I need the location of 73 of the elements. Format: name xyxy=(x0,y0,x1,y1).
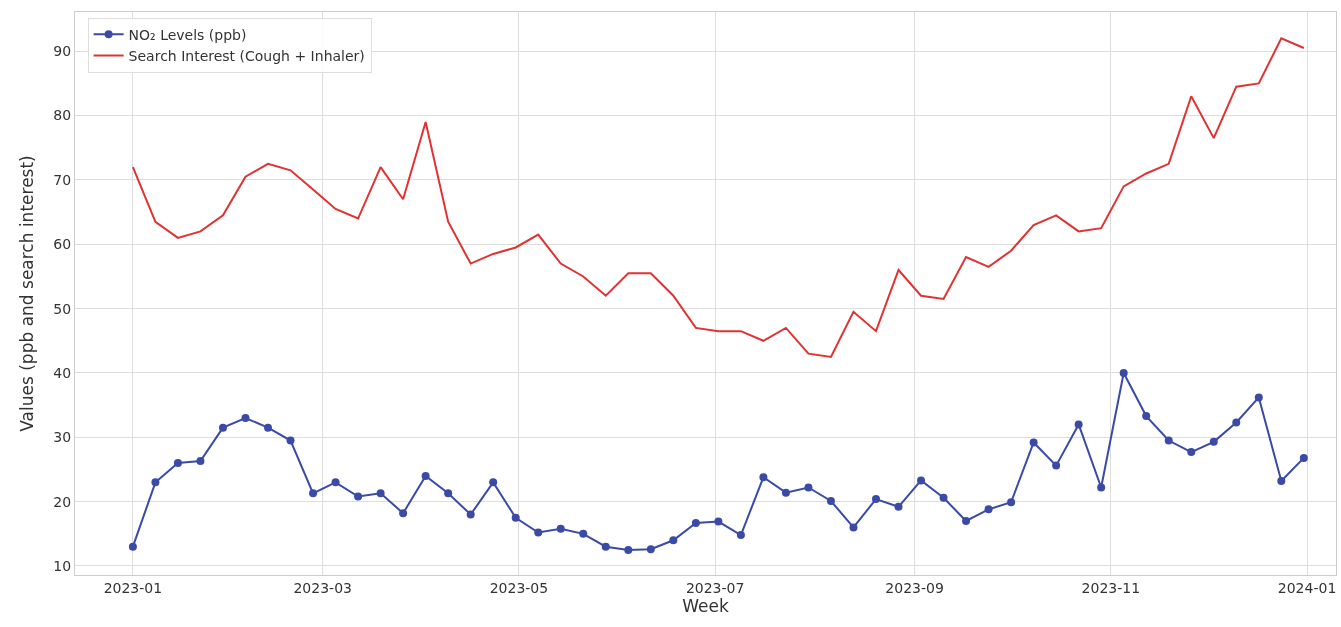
y-tick-label: 40 xyxy=(53,364,72,381)
point xyxy=(826,497,835,506)
y-tick-label: 30 xyxy=(53,429,72,446)
point xyxy=(871,495,880,504)
point xyxy=(736,531,745,540)
point xyxy=(1277,477,1286,486)
point xyxy=(781,488,790,497)
point xyxy=(399,509,408,518)
point xyxy=(196,457,205,466)
point xyxy=(1119,368,1128,377)
point xyxy=(376,489,385,498)
x-tick-label: 2023-03 xyxy=(293,579,352,596)
legend-label: Search Interest (Cough + Inhaler) xyxy=(128,47,365,64)
point xyxy=(917,476,926,485)
point xyxy=(489,478,498,487)
point xyxy=(151,478,160,487)
point xyxy=(894,502,903,511)
point xyxy=(1209,437,1218,446)
point xyxy=(646,545,655,554)
point xyxy=(939,493,948,502)
point xyxy=(241,414,250,422)
point xyxy=(128,542,137,551)
point xyxy=(669,536,678,545)
point xyxy=(1097,483,1106,492)
y-tick-label: 10 xyxy=(53,557,72,574)
x-tick-label: 2023-07 xyxy=(685,579,745,596)
point xyxy=(264,423,273,432)
x-axis-title: Week xyxy=(682,595,729,616)
point xyxy=(714,517,723,526)
point xyxy=(444,489,453,498)
point xyxy=(286,436,295,445)
point xyxy=(1164,436,1173,445)
point xyxy=(1142,412,1151,421)
point xyxy=(1052,461,1061,470)
point xyxy=(534,528,543,537)
legend-label: NO₂ Levels (ppb) xyxy=(128,26,247,43)
y-tick-label: 90 xyxy=(53,43,72,60)
point xyxy=(218,423,227,432)
point xyxy=(849,523,858,532)
x-tick-label: 2023-01 xyxy=(103,579,163,596)
point xyxy=(1254,393,1263,402)
x-tick-label: 2024-01 xyxy=(1277,579,1337,596)
point xyxy=(1029,438,1038,447)
point xyxy=(331,478,340,487)
y-tick-label: 20 xyxy=(53,493,72,510)
point xyxy=(691,518,700,527)
point xyxy=(1007,498,1016,507)
point xyxy=(984,505,993,514)
point xyxy=(511,513,520,522)
point xyxy=(601,542,610,551)
y-tick-label: 60 xyxy=(53,236,72,253)
y-tick-label: 50 xyxy=(53,300,72,317)
x-tick-label: 2023-05 xyxy=(489,579,549,596)
x-tick-label: 2023-09 xyxy=(885,579,944,596)
point xyxy=(804,483,813,492)
point xyxy=(354,492,363,501)
y-tick-label: 70 xyxy=(53,171,72,188)
point xyxy=(962,516,971,525)
point xyxy=(173,459,182,468)
point xyxy=(421,471,430,480)
point xyxy=(466,510,475,519)
point xyxy=(1299,453,1308,462)
point xyxy=(624,545,633,554)
x-tick-label: 2023-11 xyxy=(1081,579,1141,596)
point xyxy=(579,529,588,538)
point xyxy=(759,473,768,482)
point xyxy=(556,524,565,533)
point xyxy=(1232,418,1241,427)
point xyxy=(1187,448,1196,457)
point xyxy=(309,489,318,498)
y-axis-title: Values (ppb and search interest) xyxy=(16,155,37,432)
y-tick-label: 80 xyxy=(53,107,72,124)
point xyxy=(1074,420,1083,429)
